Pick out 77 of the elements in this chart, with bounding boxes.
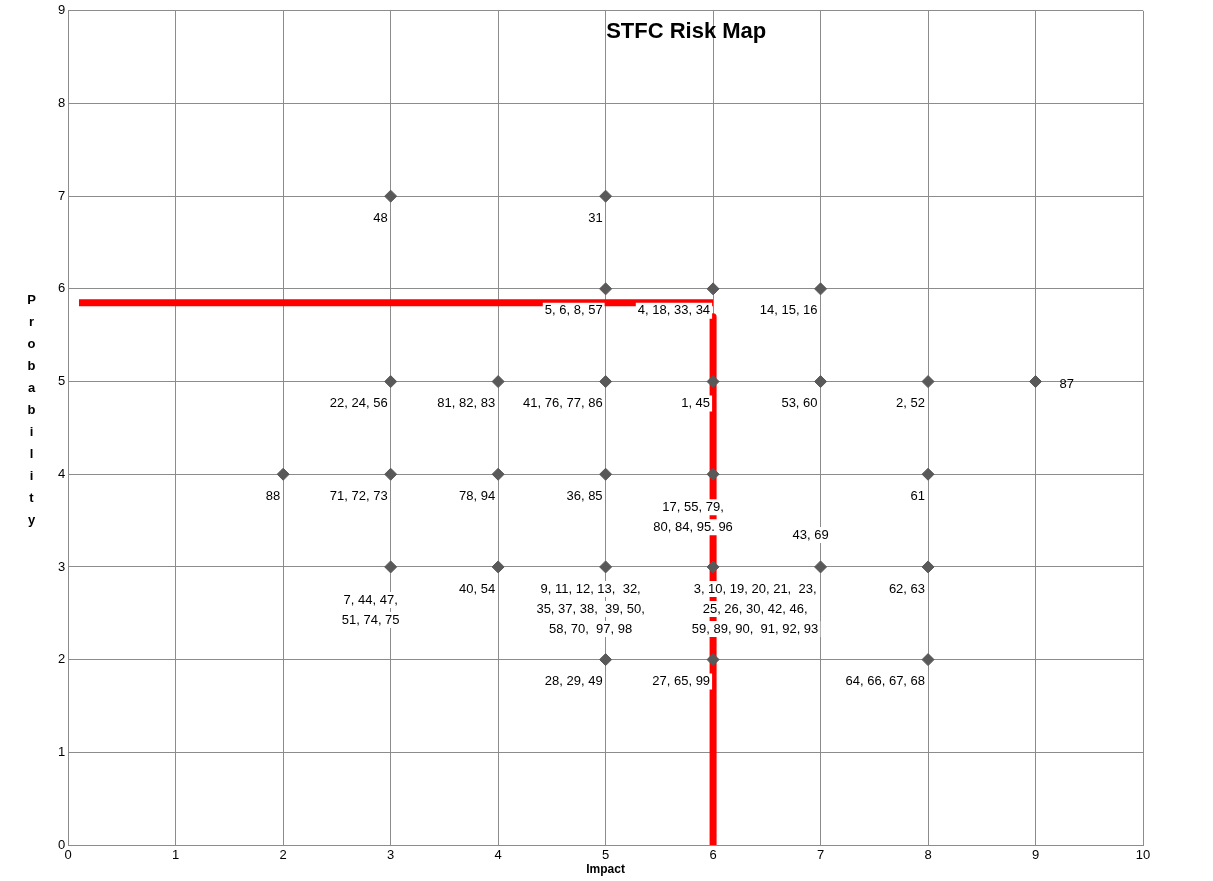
point <box>814 375 828 389</box>
annotation: 4, 18, 33, 34 <box>637 302 711 318</box>
point <box>921 467 935 481</box>
x-tick-label: 2 <box>279 847 287 863</box>
annotation: 88 <box>265 487 281 503</box>
x-tick-label: 8 <box>924 847 932 863</box>
annotation: 41, 76, 77, 86 <box>523 395 603 411</box>
point <box>599 653 613 667</box>
x-tick-label: 9 <box>1031 847 1040 863</box>
y-tick-label: 0 <box>58 836 66 852</box>
point <box>921 375 935 389</box>
y-tick-label: 3 <box>58 558 66 574</box>
y-tick-label: 2 <box>58 651 66 667</box>
y-axis-title: Probability <box>24 292 39 534</box>
point <box>706 375 720 389</box>
annotation: 9, 11, 12, 13, 32, 35, 37, 38, 39, 50, 58, 70, 97, 98 <box>536 580 645 636</box>
y-tick-label: 8 <box>58 95 66 111</box>
point <box>921 653 935 667</box>
annotation: 40, 54 <box>458 580 496 596</box>
x-tick-label: 1 <box>172 847 180 863</box>
annotation: 17, 55, 79, 80, 84, 95. 96 <box>653 498 733 534</box>
annotation: 64, 66, 67, 68 <box>845 673 926 689</box>
point <box>706 282 720 296</box>
y-tick-label: 1 <box>58 743 66 759</box>
point <box>1029 375 1043 389</box>
annotation: 22, 24, 56 <box>329 395 388 411</box>
x-tick-label: 10 <box>1135 847 1151 863</box>
point <box>491 560 505 574</box>
point <box>814 560 828 574</box>
annotation: 87 <box>1059 376 1074 392</box>
point <box>276 467 290 481</box>
point <box>599 375 613 389</box>
x-tick-label: 7 <box>816 847 825 863</box>
annotation: 62, 63 <box>888 580 926 596</box>
annotation: 78, 94 <box>458 487 496 503</box>
point <box>599 282 613 296</box>
point <box>706 467 720 481</box>
point <box>599 189 613 203</box>
y-tick-label: 6 <box>58 280 66 296</box>
annotation: 14, 15, 16 <box>759 302 818 318</box>
y-tick-label: 9 <box>58 2 66 18</box>
annotation: 3, 10, 19, 20, 21, 23, 25, 26, 30, 42, 46, 59, 89, 90, 91, 92, 93 <box>691 580 819 636</box>
annotation: 1, 45 <box>681 395 711 411</box>
point <box>599 467 613 481</box>
point <box>384 560 398 574</box>
point <box>384 189 398 203</box>
x-tick-label: 3 <box>387 847 395 863</box>
annotation: 7, 44, 47, 51, 74, 75 <box>341 591 400 627</box>
y-tick-label: 7 <box>58 187 66 203</box>
point <box>384 375 398 389</box>
annotation: 53, 60 <box>781 395 818 411</box>
y-tick-label: 4 <box>58 465 66 481</box>
annotation: 71, 72, 73 <box>329 487 388 503</box>
point <box>706 560 720 574</box>
point <box>706 653 720 667</box>
point <box>491 467 505 481</box>
annotation: 31 <box>588 209 603 225</box>
x-tick-label: 4 <box>494 847 502 863</box>
annotation: 5, 6, 8, 57 <box>544 302 603 318</box>
x-tick-label: 5 <box>602 847 610 863</box>
annotation: 43, 69 <box>792 526 829 542</box>
point <box>384 467 398 481</box>
point <box>921 560 935 574</box>
annotation: 61 <box>910 487 926 503</box>
annotation: 36, 85 <box>566 487 603 503</box>
x-axis-title: Impact <box>586 862 625 877</box>
annotation: 81, 82, 83 <box>437 395 496 411</box>
annotation: 2, 52 <box>896 395 926 411</box>
point <box>599 560 613 574</box>
annotation: 28, 29, 49 <box>544 673 603 689</box>
chart-title: STFC Risk Map <box>606 17 767 43</box>
point <box>814 282 828 296</box>
point <box>491 375 505 389</box>
x-tick-label: 6 <box>709 847 717 863</box>
annotation: 48 <box>373 209 388 225</box>
annotation: 27, 65, 99 <box>652 673 711 689</box>
y-tick-label: 5 <box>58 373 66 389</box>
